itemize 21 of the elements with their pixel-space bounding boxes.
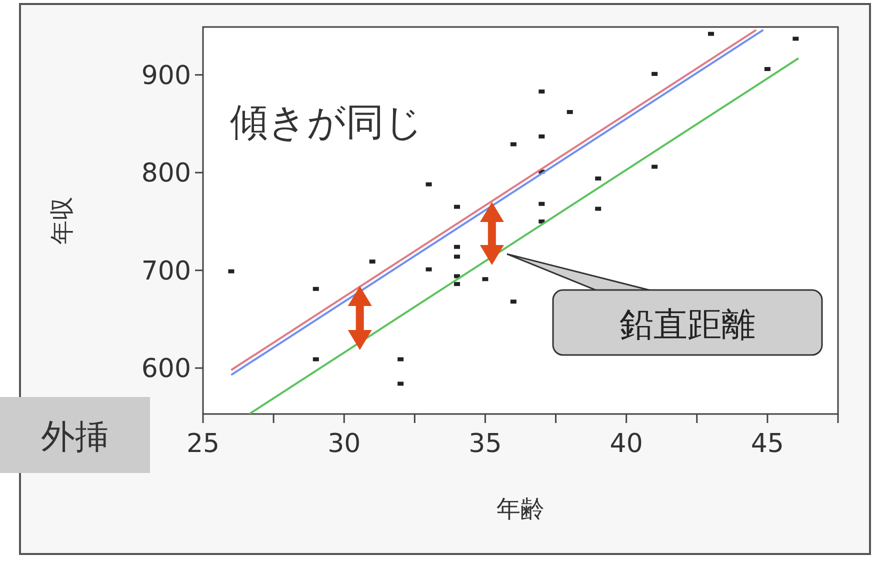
annotation: 鉛直距離 xyxy=(620,305,756,345)
y-axis-title: 年収 xyxy=(48,196,76,244)
point xyxy=(454,204,460,209)
point xyxy=(454,274,460,278)
y-tick-label: 900 xyxy=(141,60,191,91)
note-box: 外挿 xyxy=(0,397,150,473)
y-tick-label: 700 xyxy=(141,256,191,286)
point xyxy=(708,32,714,36)
x-axis-title: 年齢 xyxy=(496,495,544,523)
callout: 鉛直距離 xyxy=(506,253,823,356)
x-tick-label: 35 xyxy=(468,429,502,459)
point xyxy=(454,282,460,286)
y-tick-label: 600 xyxy=(141,354,191,384)
x-tick-label: 30 xyxy=(328,429,361,459)
x-tick-label: 40 xyxy=(610,429,643,459)
point xyxy=(454,254,460,259)
x-tick-label: 45 xyxy=(750,429,784,459)
point xyxy=(454,244,460,249)
x-tick-label: 25 xyxy=(186,429,220,459)
y-tick-label: 800 xyxy=(141,158,191,189)
annotation: 傾きが同じ xyxy=(230,100,423,144)
